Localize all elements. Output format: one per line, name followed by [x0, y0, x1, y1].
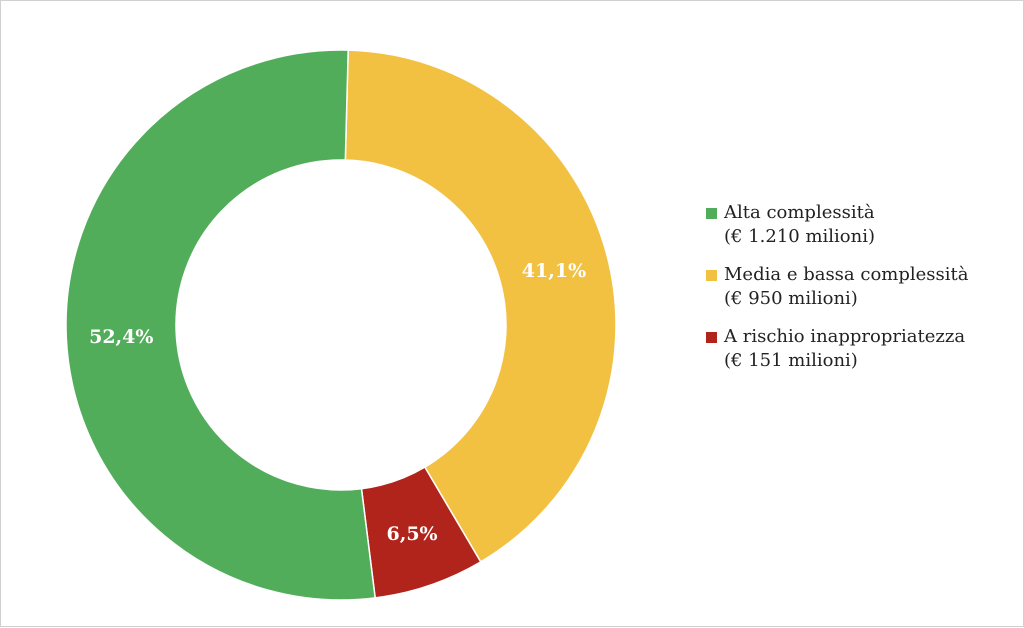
legend-amount: (€ 151 milioni) — [724, 350, 858, 371]
data-label: 6,5% — [386, 523, 437, 545]
legend-label: Media e bassa complessità — [724, 264, 969, 285]
legend-swatch — [706, 270, 717, 281]
legend-swatch — [706, 208, 717, 219]
legend-label: Alta complessità — [724, 202, 875, 223]
legend: Alta complessità (€ 1.210 milioni) Media… — [706, 201, 969, 387]
data-label: 52,4% — [89, 326, 153, 348]
slice-media — [344, 49, 617, 563]
legend-item-alta: Alta complessità (€ 1.210 milioni) — [706, 201, 969, 249]
legend-label: A rischio inappropriatezza — [724, 326, 966, 347]
legend-item-media: Media e bassa complessità (€ 950 milioni… — [706, 263, 969, 311]
legend-swatch — [706, 332, 717, 343]
legend-item-rischio: A rischio inappropriatezza (€ 151 milion… — [706, 325, 969, 373]
data-label: 41,1% — [522, 260, 586, 282]
legend-amount: (€ 950 milioni) — [724, 288, 858, 309]
slice-alta — [65, 49, 377, 601]
legend-amount: (€ 1.210 milioni) — [724, 226, 875, 247]
